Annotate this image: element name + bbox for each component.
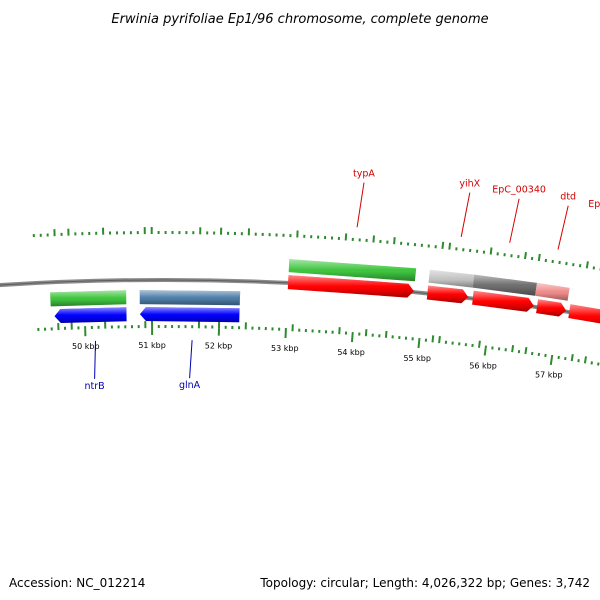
typA-leader-line <box>356 182 365 228</box>
scale-tick-label: 56 kbp <box>469 361 497 370</box>
skew-bar-outer <box>448 242 452 250</box>
scale-tick <box>483 348 487 356</box>
gene-label-yihX: yihX <box>459 179 480 190</box>
skew-bar-outer <box>544 258 548 263</box>
scale-tick-label: 50 kbp <box>72 342 100 351</box>
scale-tick-label: 55 kbp <box>403 354 431 363</box>
skew-bar-inner <box>511 345 515 353</box>
gene-label-glnA: glnA <box>179 380 201 391</box>
ntrB-gene-shading <box>54 307 127 323</box>
skew-bar-inner <box>478 340 481 348</box>
skew-bar-inner <box>597 362 600 366</box>
skew-bar-outer <box>372 235 375 243</box>
scale-ruler: 50 kbp 51 kbp 52 kbp 53 kbp 54 kbp 55 kbp 56 k… <box>72 328 563 380</box>
skew-bar-inner <box>570 354 574 362</box>
yihX-red-cds-shading <box>426 285 469 304</box>
EpC_00340-red-cds-shading <box>472 290 534 312</box>
gene-label-dtd: dtd <box>560 192 576 203</box>
gene-labels: typAyihXEpC_00340dtdEpC_00360ntrBglnArlu… <box>85 169 600 392</box>
skew-bar-outer <box>524 251 527 260</box>
gene-label-EpC_00360: EpC_00360 <box>588 199 600 210</box>
skew-bar-inner <box>544 353 547 358</box>
skew-bar-inner <box>590 361 593 365</box>
scale-tick-label: 57 kbp <box>535 371 563 380</box>
genome-summary: Topology: circular; Length: 4,026,322 bp… <box>259 576 590 590</box>
skew-bar-outer <box>565 261 568 266</box>
skew-bar-inner <box>550 354 554 359</box>
skew-bar-outer <box>592 266 596 270</box>
dtd-leader-line <box>557 205 569 250</box>
glnA-gene-shading <box>139 307 240 323</box>
typA-red-cds-shading <box>287 275 414 298</box>
gene-label-EpC_00340: EpC_00340 <box>492 185 546 196</box>
glnA-steelblue-cds-shading <box>139 290 241 306</box>
gene-label-typA: typA <box>353 169 375 180</box>
feature-tracks <box>50 259 600 324</box>
skew-bar-inner <box>583 356 587 364</box>
scale-tick <box>351 335 354 343</box>
scale-tick-label: 54 kbp <box>337 348 365 357</box>
skew-bar-inner <box>364 329 368 337</box>
skew-bar-outer <box>344 233 348 241</box>
yihX-leader-line <box>460 192 471 237</box>
skew-bar-outer <box>585 261 589 269</box>
scale-tick-label: 52 kbp <box>205 342 233 351</box>
gene-label-ntrB: ntrB <box>85 381 105 392</box>
accession-label: Accession: NC_012214 <box>9 576 145 590</box>
skew-bar-inner <box>537 352 541 357</box>
EpC_00340-gene-shading <box>472 274 537 296</box>
skew-bar-inner <box>431 335 435 343</box>
scale-tick-label: 53 kbp <box>271 344 299 353</box>
dtd-red-cds-shading <box>536 299 567 317</box>
typA-gene-shading <box>288 259 417 282</box>
map-title: Erwinia pyrifoliae Ep1/96 chromosome, co… <box>111 12 488 27</box>
yihX-gene-shading <box>428 269 475 288</box>
scale-tick-label: 51 kbp <box>138 341 166 350</box>
skew-bar-inner <box>438 335 441 344</box>
scale-tick <box>549 357 553 366</box>
skew-bar-outer <box>441 241 445 250</box>
skew-bar-inner <box>524 346 528 355</box>
EpC_00340-leader-line <box>509 198 520 243</box>
skew-bar-inner <box>338 327 341 335</box>
gc-skew-track <box>32 227 600 366</box>
skew-bar-outer <box>489 247 493 255</box>
ntrB-leader-line <box>94 340 96 379</box>
skew-bar-inner <box>384 330 388 338</box>
skew-bar-outer <box>537 253 541 262</box>
skew-bar-outer <box>393 237 396 245</box>
skew-bar-outer <box>578 264 582 268</box>
scale-tick <box>417 340 421 349</box>
dtd-gene-shading <box>535 282 570 301</box>
glnA-leader-line <box>189 340 193 379</box>
EpC_00360-red-cds-shading <box>568 304 600 324</box>
skew-bar-inner <box>577 359 580 363</box>
ntrB-green-cds-shading <box>50 290 127 307</box>
